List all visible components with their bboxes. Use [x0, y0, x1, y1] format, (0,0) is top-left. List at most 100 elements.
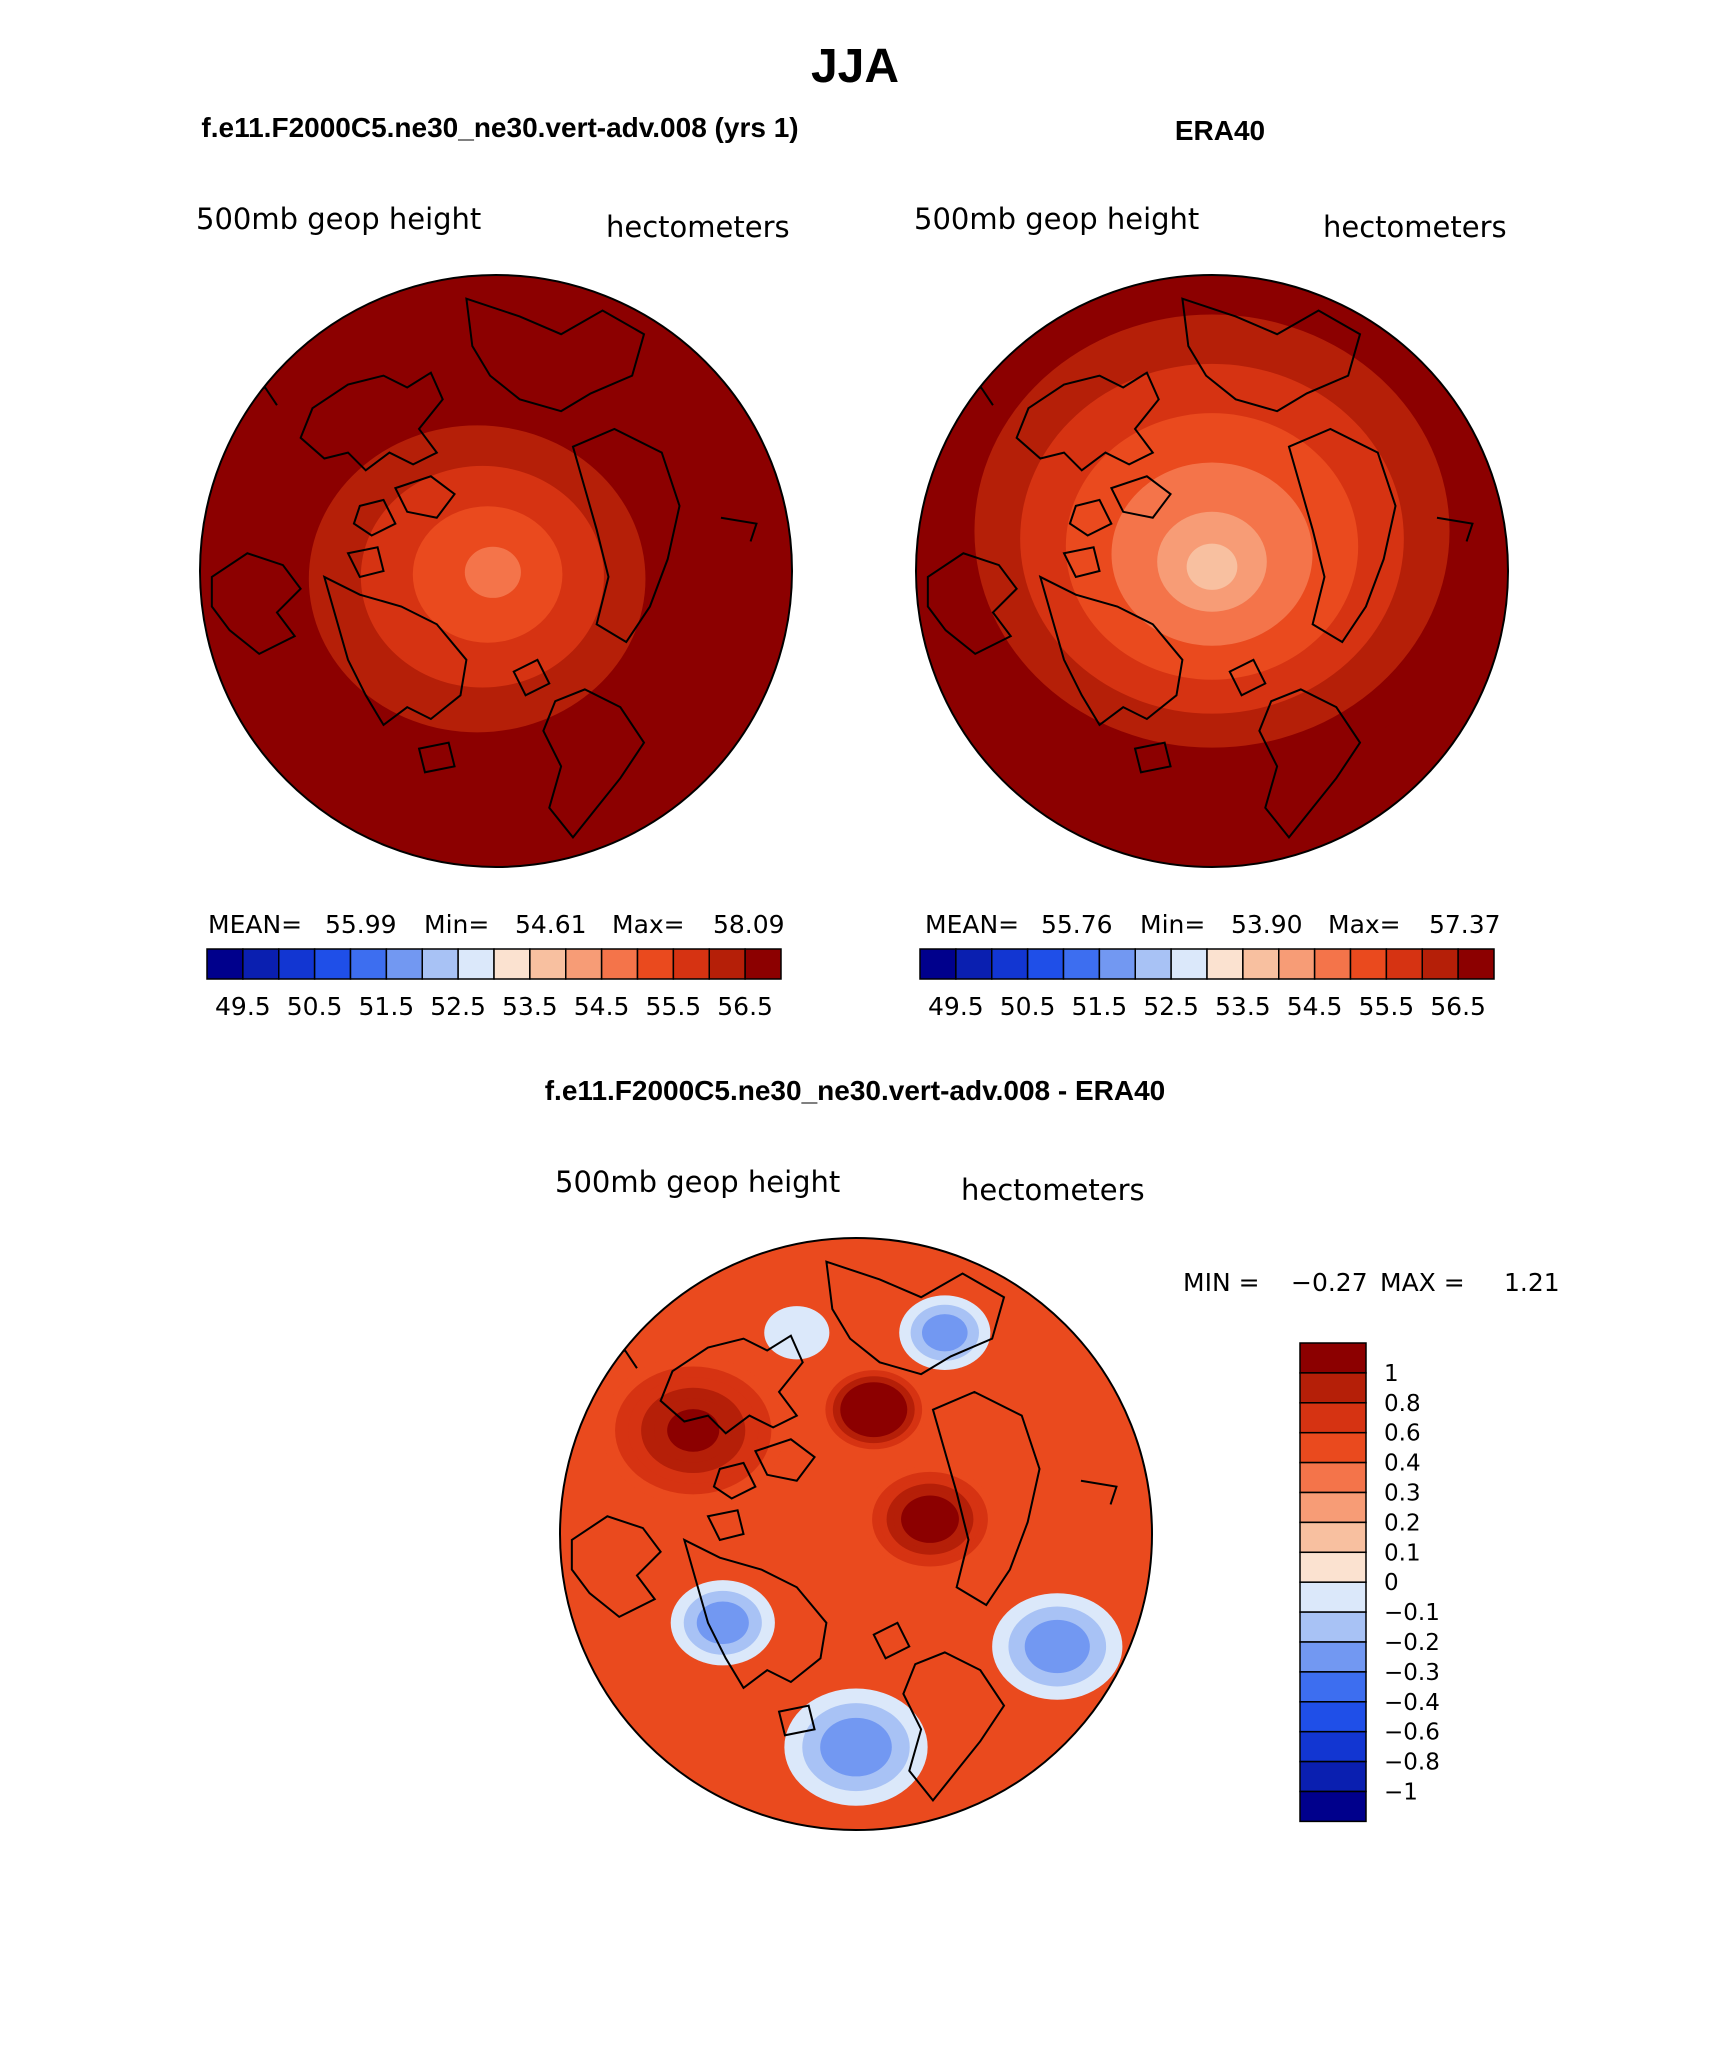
anomaly-band — [820, 1717, 892, 1777]
colorbar-box — [1278, 948, 1316, 980]
colorbar-tick-label: −0.6 — [1384, 1720, 1440, 1746]
units-label: hectometers — [1323, 210, 1507, 244]
colorbar-tick-label: −0.3 — [1384, 1660, 1440, 1686]
polar-map — [200, 275, 792, 867]
colorbar-box — [955, 948, 993, 980]
min-value: 53.90 — [1231, 910, 1303, 939]
colorbar: 1 0.8 0.6 0.4 0.3 0.2 0.1 0 −0.1 −0.2 −0.3 −0.4 −0.6… — [1299, 1342, 1440, 1823]
colorbar-box — [1385, 948, 1423, 980]
mean-value: 55.76 — [1041, 910, 1113, 939]
colorbar-tick-label: 54.5 — [574, 992, 630, 1021]
colorbar-tick-label: 51.5 — [359, 992, 415, 1021]
colorbar-box — [1421, 948, 1459, 980]
map-boundary — [915, 274, 1509, 868]
colorbar-tick-label: 52.5 — [430, 992, 486, 1021]
colorbar-box — [1299, 1551, 1367, 1583]
colorbar-tick-label: 53.5 — [1215, 992, 1271, 1021]
colorbar-box — [1134, 948, 1172, 980]
variable-label: 500mb geop height — [555, 1165, 840, 1199]
figure-title: JJA — [811, 40, 899, 93]
colorbar-tick-label: −0.4 — [1384, 1690, 1440, 1716]
min-label: MIN = — [1183, 1268, 1260, 1297]
colorbar: 49.5 50.5 51.5 52.5 53.5 54.5 55.5 56.5 — [919, 948, 1495, 1021]
panel-title: f.e11.F2000C5.ne30_ne30.vert-adv.008 (yr… — [201, 112, 798, 143]
colorbar-tick-label: 1 — [1384, 1361, 1399, 1387]
stats-line: MEAN= 55.76 Min= 53.90 Max= 57.37 — [925, 910, 1501, 939]
colorbar-tick-label: 51.5 — [1072, 992, 1128, 1021]
mean-label: MEAN= — [925, 910, 1019, 939]
colorbar-box — [1299, 1671, 1367, 1703]
colorbar-box — [349, 948, 388, 980]
units-label: hectometers — [961, 1173, 1145, 1207]
contour-band — [464, 546, 521, 598]
colorbar-box — [744, 948, 782, 980]
colorbar-tick-label: −0.8 — [1384, 1750, 1440, 1776]
colorbar-box — [1062, 948, 1101, 980]
colorbar-box — [1299, 1730, 1367, 1763]
polar-map — [916, 275, 1508, 867]
panel-model: f.e11.F2000C5.ne30_ne30.vert-adv.008 (yr… — [196, 112, 799, 1021]
colorbar-box — [1242, 948, 1280, 980]
min-label: Min= — [424, 910, 489, 939]
colorbar-tick-label: −0.2 — [1384, 1630, 1440, 1656]
colorbar-box — [1098, 948, 1136, 980]
mean-value: 55.99 — [325, 910, 397, 939]
colorbar: 49.5 50.5 51.5 52.5 53.5 54.5 55.5 56.5 — [206, 948, 782, 1021]
min-value: 54.61 — [515, 910, 587, 939]
colorbar-tick-label: 0.8 — [1384, 1391, 1421, 1417]
colorbar-tick-label: 0 — [1384, 1570, 1399, 1596]
map-boundary — [199, 274, 793, 868]
colorbar-box — [1299, 1701, 1367, 1733]
colorbar-tick-label: −1 — [1384, 1780, 1418, 1806]
max-value: 1.21 — [1504, 1268, 1560, 1297]
colorbar-box — [1299, 1491, 1367, 1524]
anomaly-band — [764, 1306, 830, 1360]
colorbar-box — [708, 948, 746, 980]
mean-label: MEAN= — [208, 910, 302, 939]
colorbar-tick-label: 55.5 — [1359, 992, 1415, 1021]
colorbar-tick-label: 50.5 — [1000, 992, 1056, 1021]
variable-label: 500mb geop height — [914, 202, 1199, 236]
colorbar-box — [1299, 1461, 1367, 1494]
contour-band — [1186, 543, 1238, 590]
colorbar-box — [385, 948, 423, 980]
colorbar-tick-label: 49.5 — [215, 992, 271, 1021]
min-value: −0.27 — [1291, 1268, 1368, 1297]
colorbar-tick-label: 54.5 — [1287, 992, 1343, 1021]
colorbar-box — [919, 948, 957, 980]
colorbar-tick-label: 53.5 — [502, 992, 558, 1021]
colorbar-box — [1299, 1372, 1367, 1404]
colorbar-box — [206, 948, 244, 980]
colorbar-tick-label: 0.6 — [1384, 1421, 1421, 1447]
max-label: MAX = — [1380, 1268, 1465, 1297]
colorbar-tick-label: 0.3 — [1384, 1481, 1421, 1507]
colorbar-box — [1299, 1790, 1367, 1823]
anomaly-band — [922, 1314, 968, 1352]
colorbar-tick-label: 50.5 — [287, 992, 343, 1021]
colorbar-tick-label: 55.5 — [646, 992, 702, 1021]
panel-obs: ERA40 500mb geop height hectometers MEAN… — [914, 115, 1509, 1021]
colorbar-box — [672, 948, 710, 980]
anomaly-band — [1024, 1619, 1090, 1674]
panel-difference: f.e11.F2000C5.ne30_ne30.vert-adv.008 - E… — [545, 1075, 1560, 1831]
map-boundary — [559, 1237, 1153, 1831]
max-value: 57.37 — [1429, 910, 1501, 939]
anomaly-band — [667, 1409, 720, 1452]
colorbar-tick-label: 56.5 — [1430, 992, 1486, 1021]
colorbar-box — [1299, 1431, 1367, 1464]
colorbar-tick-label: 56.5 — [717, 992, 773, 1021]
anomaly-band — [915, 1507, 945, 1532]
colorbar-tick-label: −0.1 — [1384, 1600, 1440, 1626]
colorbar-box — [636, 948, 675, 980]
colorbar-box — [1206, 948, 1244, 980]
colorbar-box — [457, 948, 495, 980]
colorbar-tick-label: 52.5 — [1143, 992, 1199, 1021]
colorbar-tick-label: 0.2 — [1384, 1510, 1421, 1536]
colorbar-box — [1349, 948, 1388, 980]
colorbar-box — [991, 948, 1029, 980]
panel-title: ERA40 — [1175, 115, 1265, 146]
max-value: 58.09 — [713, 910, 785, 939]
colorbar-box — [493, 948, 531, 980]
max-label: Max= — [612, 910, 685, 939]
